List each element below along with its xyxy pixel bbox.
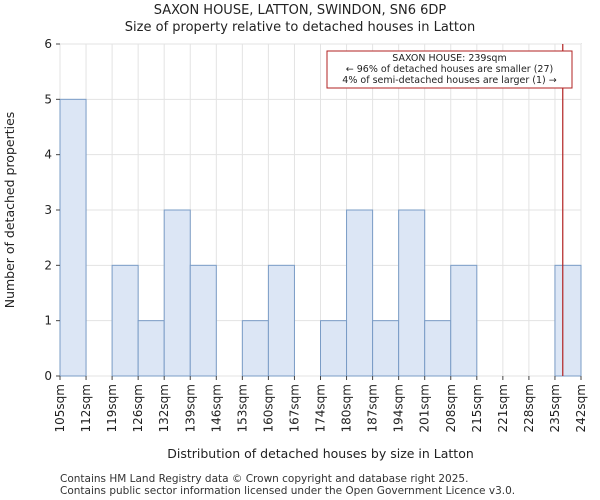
- x-tick-label-215sqm: 215sqm: [470, 384, 484, 432]
- x-tick-label-139sqm: 139sqm: [183, 384, 197, 432]
- y-tick-label-0: 0: [44, 369, 52, 383]
- x-tick-label-221sqm: 221sqm: [496, 384, 510, 432]
- bar-139sqm: [189, 264, 217, 377]
- x-tick-label-153sqm: 153sqm: [235, 384, 249, 432]
- x-tick-label-119sqm: 119sqm: [105, 384, 119, 432]
- annotation-line-2: ← 96% of detached houses are smaller (27…: [346, 64, 553, 75]
- y-tick-label-2: 2: [44, 258, 52, 272]
- bar-105sqm: [59, 98, 87, 377]
- y-axis-ticks: 0 1 2 3 4 5 6: [44, 37, 60, 383]
- x-tick-label-132sqm: 132sqm: [157, 384, 171, 432]
- footer-line-2: Contains public sector information licen…: [60, 485, 516, 497]
- y-tick-label-1: 1: [44, 314, 52, 328]
- annotation-line-3: 4% of semi-detached houses are larger (1…: [342, 75, 556, 86]
- chart-subtitle: Size of property relative to detached ho…: [124, 20, 476, 35]
- y-tick-label-3: 3: [44, 203, 52, 217]
- bar-153sqm: [241, 320, 269, 377]
- y-tick-label-6: 6: [44, 37, 52, 51]
- x-tick-label-146sqm: 146sqm: [209, 384, 223, 432]
- bar-132sqm: [163, 209, 191, 377]
- x-tick-label-187sqm: 187sqm: [366, 384, 380, 432]
- bar-187sqm: [372, 320, 400, 377]
- footer-line-1: Contains HM Land Registry data © Crown c…: [60, 473, 469, 485]
- x-tick-label-235sqm: 235sqm: [548, 384, 562, 432]
- bar-194sqm: [398, 209, 426, 377]
- annotation-frame: [326, 50, 573, 89]
- x-tick-label-105sqm: 105sqm: [53, 384, 67, 432]
- x-tick-label-180sqm: 180sqm: [340, 384, 354, 432]
- annotation-line-1: SAXON HOUSE: 239sqm: [392, 53, 506, 64]
- x-tick-label-242sqm: 242sqm: [574, 384, 588, 432]
- bar-160sqm: [267, 264, 295, 377]
- bars-layer: [59, 98, 582, 377]
- bar-180sqm: [346, 209, 374, 377]
- x-tick-label-208sqm: 208sqm: [444, 384, 458, 432]
- x-tick-label-174sqm: 174sqm: [314, 384, 328, 432]
- x-tick-label-228sqm: 228sqm: [522, 384, 536, 432]
- y-tick-label-5: 5: [44, 92, 52, 106]
- bar-201sqm: [424, 320, 452, 377]
- bar-174sqm: [320, 320, 348, 377]
- x-tick-label-126sqm: 126sqm: [131, 384, 145, 432]
- bar-126sqm: [137, 320, 165, 377]
- bar-208sqm: [450, 264, 478, 377]
- x-tick-label-112sqm: 112sqm: [79, 384, 93, 432]
- bar-119sqm: [111, 264, 139, 377]
- chart-title: SAXON HOUSE, LATTON, SWINDON, SN6 6DP: [153, 3, 447, 18]
- x-axis-label: Distribution of detached houses by size …: [167, 446, 474, 461]
- x-tick-label-201sqm: 201sqm: [418, 384, 432, 432]
- y-tick-label-4: 4: [44, 148, 52, 162]
- x-tick-label-167sqm: 167sqm: [287, 384, 301, 432]
- x-tick-label-194sqm: 194sqm: [392, 384, 406, 432]
- annotation-box: SAXON HOUSE: 239sqm ← 96% of detached ho…: [326, 50, 573, 89]
- bar-235sqm: [554, 264, 582, 377]
- x-tick-label-160sqm: 160sqm: [261, 384, 275, 432]
- y-axis-label: Number of detached properties: [2, 112, 17, 309]
- x-axis-ticks: 105sqm 112sqm 119sqm 126sqm 132sqm 139sqm 146s…: [53, 376, 588, 432]
